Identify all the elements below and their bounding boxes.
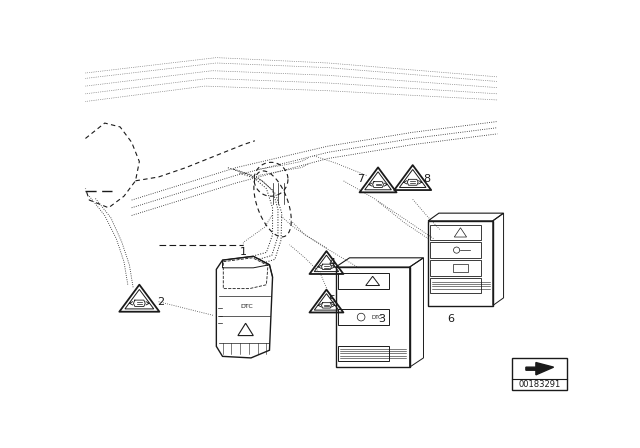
Bar bbox=[431, 260, 481, 276]
Bar bbox=[338, 273, 389, 289]
Bar bbox=[338, 310, 389, 325]
Bar bbox=[452, 264, 468, 271]
Text: 6: 6 bbox=[448, 314, 454, 324]
Text: 8: 8 bbox=[423, 174, 430, 184]
Text: DTC: DTC bbox=[241, 304, 253, 309]
Text: 5: 5 bbox=[328, 295, 335, 305]
Text: 4: 4 bbox=[328, 258, 335, 268]
Text: 2: 2 bbox=[157, 297, 164, 307]
Bar bbox=[338, 345, 389, 361]
Bar bbox=[431, 225, 481, 240]
Text: 7: 7 bbox=[356, 174, 364, 184]
Bar bbox=[431, 278, 481, 293]
Text: 00183291: 00183291 bbox=[518, 380, 561, 389]
Text: 3: 3 bbox=[378, 314, 385, 324]
Bar bbox=[512, 358, 568, 390]
Text: DTC: DTC bbox=[371, 314, 382, 319]
Polygon shape bbox=[526, 362, 554, 375]
Bar bbox=[431, 242, 481, 258]
Text: 1: 1 bbox=[240, 247, 247, 258]
